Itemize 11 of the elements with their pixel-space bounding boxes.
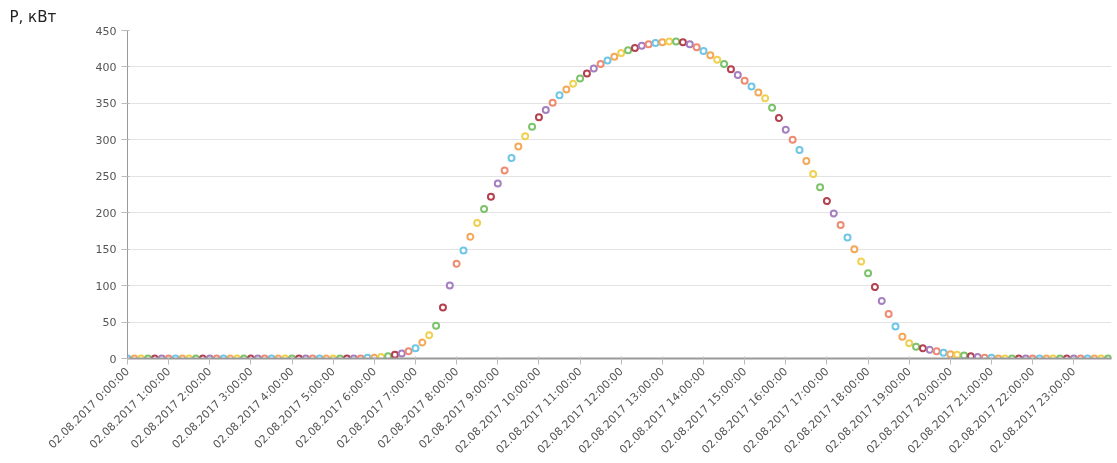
y-tick-label: 400 bbox=[95, 60, 117, 74]
y-tick-label: 150 bbox=[95, 243, 117, 257]
y-tick-label: 450 bbox=[95, 24, 117, 38]
y-axis-title: P, кВт bbox=[9, 7, 57, 26]
y-tick-label: 300 bbox=[95, 133, 117, 147]
y-tick-label: 100 bbox=[95, 279, 117, 293]
y-tick-label: 200 bbox=[95, 206, 117, 220]
y-tick-label: 50 bbox=[102, 316, 117, 330]
y-tick-label: 0 bbox=[109, 352, 117, 366]
y-tick-label: 250 bbox=[95, 170, 117, 184]
y-tick-label: 350 bbox=[95, 97, 117, 111]
